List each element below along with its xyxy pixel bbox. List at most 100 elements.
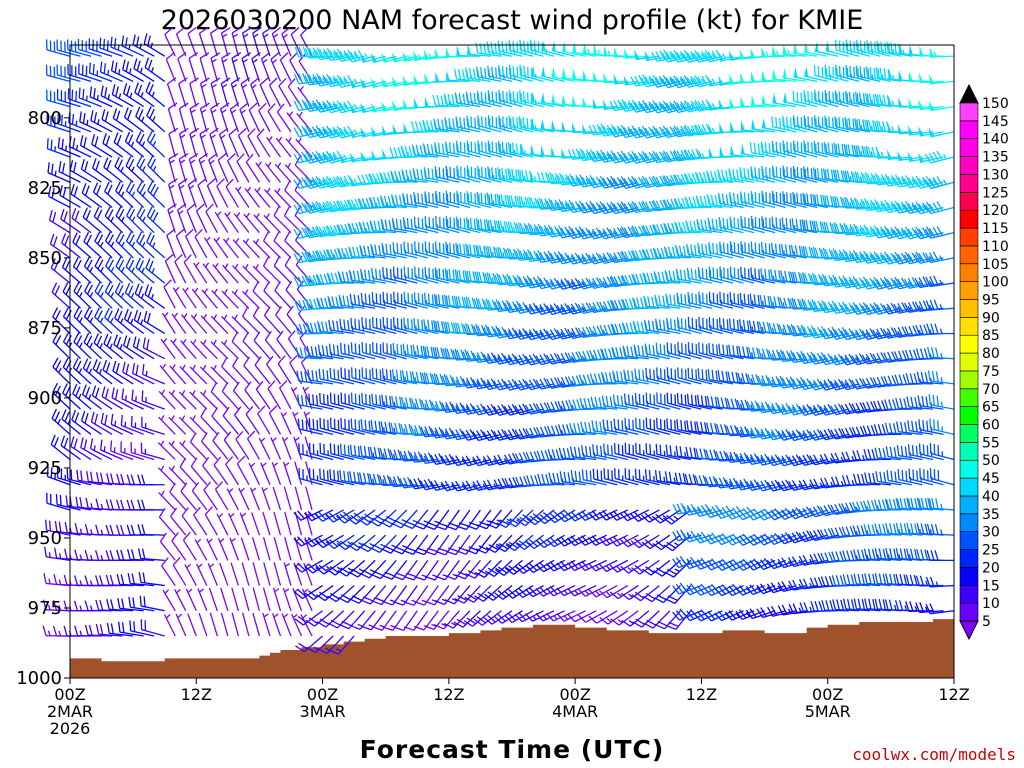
wind-barb: [231, 612, 240, 637]
wind-barb: [133, 309, 155, 335]
wind-barb: [60, 435, 81, 461]
wind-barb: [94, 281, 113, 309]
wind-barb: [230, 562, 239, 586]
wind-barb: [127, 573, 155, 587]
wind-barb: [117, 621, 144, 637]
wind-barb: [160, 337, 176, 360]
wind-barb: [94, 256, 113, 284]
wind-barb: [168, 415, 187, 435]
colorbar-label: 20: [982, 560, 1000, 576]
wind-barb: [236, 153, 250, 183]
wind-barb: [71, 208, 92, 234]
wind-barb: [204, 506, 218, 536]
wind-barb: [140, 442, 165, 461]
wind-barb: [91, 134, 113, 158]
wind-barb: [51, 408, 71, 435]
wind-barb: [135, 106, 155, 133]
colorbar-label: 85: [982, 328, 1000, 344]
wind-barb: [142, 337, 166, 360]
colorbar-swatch: [959, 192, 979, 211]
wind-barb: [93, 206, 113, 234]
wind-barb: [72, 257, 92, 284]
wind-barb: [221, 52, 231, 82]
colorbar-label: 10: [982, 596, 1000, 612]
wind-barb: [202, 262, 218, 284]
wind-barb: [189, 339, 208, 360]
wind-barb: [57, 137, 81, 158]
wind-barb: [210, 364, 229, 385]
wind-barb: [212, 262, 229, 284]
wind-barb: [73, 281, 92, 309]
wind-barb: [100, 85, 123, 108]
wind-barb: [50, 258, 71, 284]
y-tick-label: 925: [28, 458, 62, 479]
wind-barb: [197, 178, 208, 208]
wind-barb: [48, 186, 71, 209]
wind-barb: [120, 414, 144, 435]
colorbar-swatch: [959, 513, 979, 532]
wind-barb: [178, 415, 197, 435]
wind-barb: [120, 441, 144, 461]
wind-barb: [244, 186, 260, 208]
wind-barb: [123, 308, 145, 335]
wind-barb: [232, 356, 250, 385]
wind-barb: [136, 206, 155, 234]
wind-barb: [69, 160, 92, 183]
wind-barb: [129, 620, 155, 637]
x-tick-label: 12Z: [433, 685, 464, 704]
wind-barb: [170, 507, 187, 536]
wind-barb: [208, 587, 218, 611]
wind-barb: [219, 102, 230, 133]
wind-barb: [199, 77, 210, 107]
wind-barb: [105, 231, 124, 259]
wind-barb: [141, 416, 165, 435]
colorbar-label: 40: [982, 489, 1000, 505]
wind-barb: [79, 135, 102, 158]
wind-barb: [180, 338, 197, 360]
wind-barb: [169, 482, 187, 511]
wind-barb: [83, 332, 103, 360]
wind-barb: [45, 39, 71, 57]
wind-barb: [242, 238, 260, 259]
wind-barbs: [42, 26, 955, 655]
wind-barb: [226, 488, 239, 511]
wind-barb: [168, 440, 187, 460]
wind-barb: [104, 206, 124, 234]
wind-barb: [99, 439, 123, 461]
wind-barb: [52, 307, 71, 334]
colorbar-swatch: [959, 174, 979, 193]
wind-barb: [115, 256, 134, 284]
x-axis-label: Forecast Time (UTC): [360, 735, 665, 764]
wind-barb: [83, 256, 103, 284]
wind-barb: [235, 186, 250, 208]
colorbar-label: 150: [982, 96, 1009, 112]
wind-barb: [163, 279, 176, 309]
wind-barb: [158, 415, 176, 435]
wind-barb: [144, 284, 166, 309]
colorbar-swatch: [959, 227, 979, 247]
wind-barb: [164, 253, 176, 284]
wind-barb: [114, 156, 134, 183]
wind-barb: [218, 127, 229, 158]
colorbar-swatch: [959, 138, 979, 157]
wind-barb: [66, 468, 92, 486]
colorbar-swatch: [959, 156, 979, 175]
wind-barb: [56, 467, 81, 486]
wind-barb: [241, 562, 250, 586]
x-tick-label: 12Z: [181, 685, 212, 704]
wind-barb: [228, 127, 239, 158]
x-tick-label: 12Z: [686, 685, 717, 704]
wind-barb: [242, 587, 250, 611]
wind-barb: [128, 596, 155, 612]
wind-barb: [193, 261, 208, 284]
wind-barb: [135, 131, 155, 158]
wind-barb: [55, 494, 81, 511]
wind-barb: [190, 457, 208, 486]
wind-barb: [114, 308, 134, 334]
wind-barb: [244, 381, 260, 410]
wind-barb: [243, 212, 260, 234]
wind-barb: [211, 288, 229, 309]
wind-barb: [255, 161, 271, 183]
wind-barb: [206, 538, 218, 561]
wind-barb: [142, 363, 165, 385]
